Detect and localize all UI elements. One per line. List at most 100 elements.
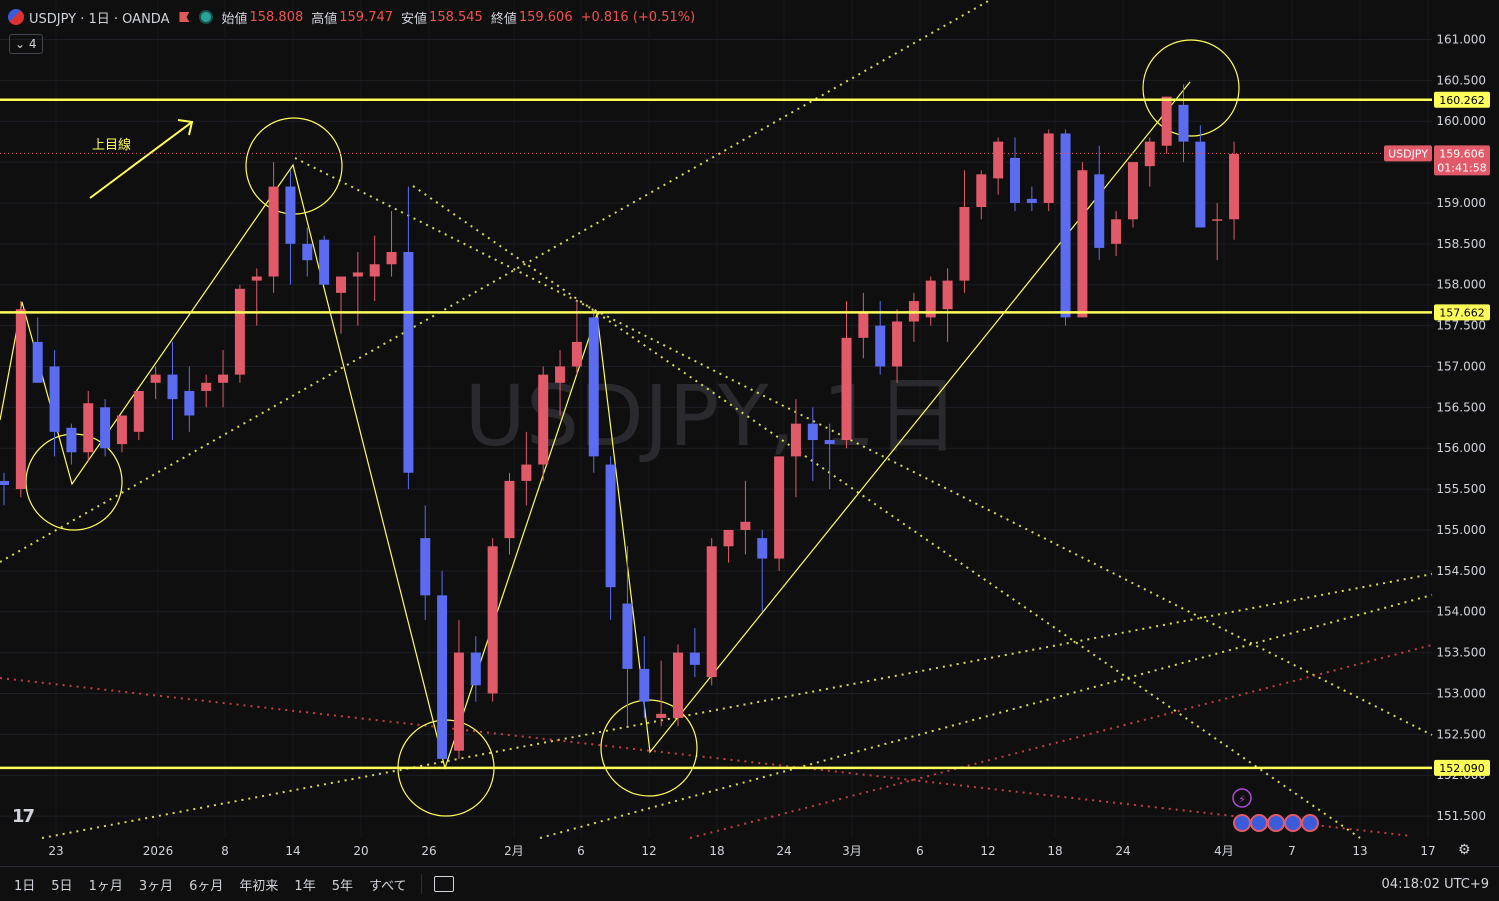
lightning-event-icon: [1232, 788, 1252, 808]
candle: [824, 423, 835, 490]
candle-body: [1195, 141, 1206, 228]
candle: [218, 350, 229, 408]
candle-body: [639, 668, 650, 702]
candle-body: [285, 186, 296, 244]
candle: [83, 390, 94, 461]
candle-body: [251, 276, 262, 281]
time-tick-label: 6: [916, 844, 924, 858]
dotted-trendline: [294, 157, 1433, 736]
candle-body: [689, 652, 700, 665]
candle: [369, 235, 380, 302]
price-tick-label: 154.000: [1436, 605, 1486, 619]
settings-gear-icon[interactable]: ⚙: [1458, 842, 1471, 858]
candle-body: [218, 374, 229, 383]
range-3m[interactable]: 3ヶ月: [138, 878, 174, 894]
tradingview-logo[interactable]: 17: [12, 806, 35, 827]
candle-body: [1161, 96, 1172, 146]
candle: [1043, 129, 1054, 212]
candle: [116, 415, 127, 453]
candle-body: [201, 382, 212, 391]
candle-body: [841, 337, 852, 441]
dotted-trendline: [412, 185, 1361, 839]
candles: [0, 84, 1240, 759]
indicator-toggle[interactable]: ⌄ 4: [9, 34, 43, 54]
candle-body: [571, 341, 582, 367]
candle-body: [150, 374, 161, 383]
candle-body: [892, 321, 903, 367]
candle: [234, 284, 245, 383]
low-value: 158.545: [429, 9, 483, 25]
candle-body: [1010, 157, 1020, 203]
price-chart[interactable]: 161.000160.500160.000159.500159.000158.5…: [0, 0, 1499, 866]
candle: [538, 366, 549, 481]
symbol-header: USDJPY · 1日 · OANDA 始値 158.808 高値 159.74…: [8, 6, 703, 28]
calendar-icon[interactable]: [433, 876, 454, 892]
candle: [588, 309, 599, 473]
range-5y[interactable]: 5年: [331, 878, 353, 894]
last-price-label: 159.606: [1439, 147, 1485, 160]
dotted-trendline: [539, 594, 1433, 839]
time-tick-label: 23: [48, 844, 63, 858]
candle-body: [521, 464, 532, 481]
symbol-title[interactable]: USDJPY · 1日 · OANDA: [29, 11, 170, 27]
range-6m[interactable]: 6ヶ月: [189, 878, 224, 894]
time-tick-label: 26: [421, 844, 436, 858]
range-5d[interactable]: 5日: [51, 878, 73, 894]
candle-body: [336, 276, 346, 293]
pivot-circle: [1142, 39, 1240, 137]
candle-body: [420, 538, 431, 596]
candle-body: [184, 390, 195, 416]
annotation-label: 上目線: [92, 137, 131, 153]
range-ytd[interactable]: 年初来: [239, 878, 279, 894]
candle-body: [15, 309, 26, 490]
candle: [1178, 84, 1189, 163]
time-tick-label: 3月: [842, 844, 862, 858]
candle: [32, 317, 43, 383]
candle: [925, 276, 936, 326]
candle-body: [875, 325, 886, 367]
candle: [1010, 137, 1020, 212]
candle: [403, 186, 414, 490]
range-1d[interactable]: 1日: [14, 878, 36, 894]
price-tick-label: 158.000: [1436, 278, 1486, 292]
candle: [892, 309, 903, 383]
candle-body: [1077, 170, 1088, 318]
symbol-badge-label: USDJPY: [1388, 147, 1428, 160]
candle: [66, 423, 77, 465]
arrow-head-icon: [177, 119, 194, 136]
us-flag-event-icon: [1233, 814, 1251, 832]
range-1m[interactable]: 1ヶ月: [88, 878, 123, 894]
range-1y[interactable]: 1年: [294, 878, 316, 894]
candle-body: [942, 280, 953, 310]
range-all[interactable]: すべて: [368, 878, 407, 894]
chart-background: [0, 0, 1499, 866]
candle: [49, 350, 60, 457]
us-flag-event-icon: [1250, 814, 1268, 832]
price-tick-label: 160.000: [1436, 114, 1486, 128]
candle: [1111, 211, 1122, 257]
candle-body: [976, 174, 987, 208]
candle-body: [706, 546, 717, 678]
price-tick-label: 157.500: [1436, 319, 1486, 333]
candle: [386, 211, 397, 277]
candle-body: [807, 423, 818, 441]
up-arrow: [89, 121, 193, 199]
candle: [656, 660, 667, 727]
time-tick-label: 18: [1047, 844, 1062, 858]
indicator-count: 4: [28, 37, 37, 51]
candle: [302, 227, 313, 277]
candle: [201, 374, 212, 408]
flag-marker-icon[interactable]: [179, 12, 190, 22]
candle-body: [790, 423, 801, 457]
candle: [689, 628, 700, 678]
price-tick-label: 158.500: [1436, 237, 1486, 251]
time-tick-label: 12: [641, 844, 656, 858]
high-label: 高値: [311, 11, 338, 27]
candle: [1144, 137, 1155, 187]
candle-body: [858, 313, 869, 338]
candle-body: [32, 341, 43, 383]
us-flag-event-icon: [1284, 814, 1302, 832]
time-tick-label: 14: [285, 844, 300, 858]
level-label-box: [1434, 304, 1490, 321]
candle: [706, 538, 717, 686]
